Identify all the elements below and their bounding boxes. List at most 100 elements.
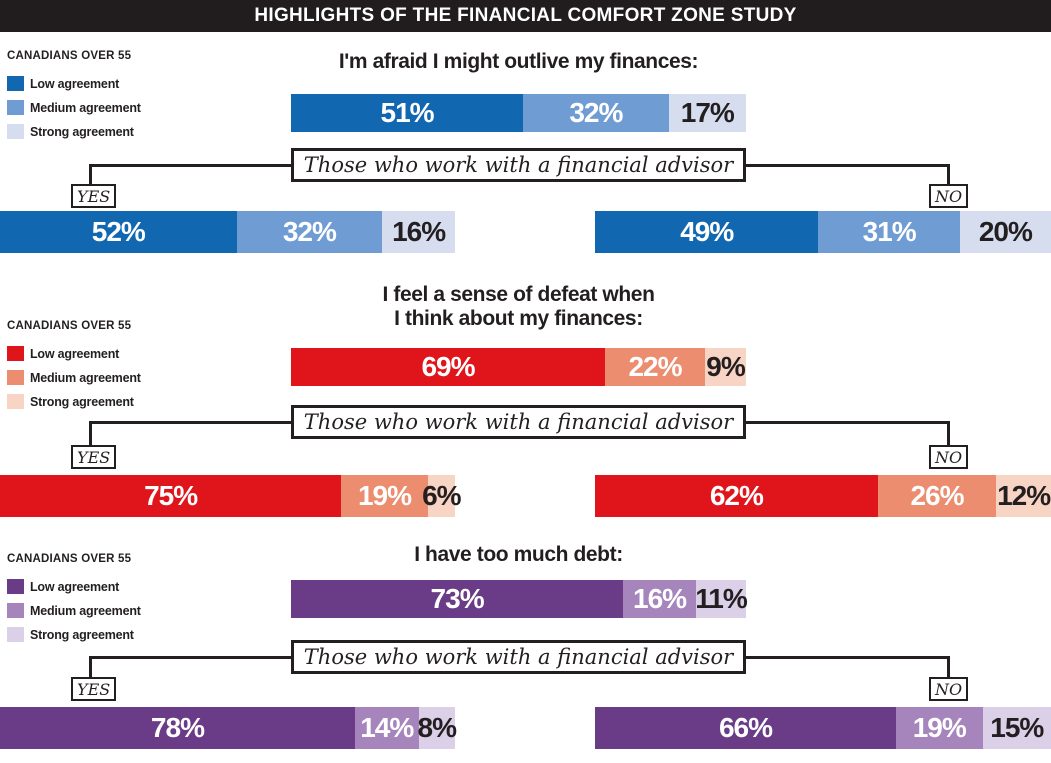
bar-segment-strong: 15% [982,707,1051,749]
segment-value: 14% [360,712,414,743]
legend: CANADIANS OVER 55 Low agreement Medium a… [7,320,217,409]
bar-segment-low: 51% [291,94,524,132]
header-bar: HIGHLIGHTS OF THE FINANCIAL COMFORT ZONE… [0,0,1051,32]
advisor-box: Those who work with a financial advisor [291,405,746,439]
bar-segment-medium: 22% [604,348,706,386]
advisor-label: Those who work with a financial advisor [303,410,734,434]
segment-value: 62% [709,480,764,511]
segment-value: 32% [282,216,337,247]
segment-value: 75% [144,480,198,511]
legend-swatch-strong-agreement [7,124,24,139]
legend-item-low: Low agreement [7,346,217,361]
advisor-label: Those who work with a financial advisor [303,153,734,177]
overall-bar: 73% 16% 11% [291,580,748,618]
legend-swatch-low-agreement [7,579,24,594]
segment-value: 19% [357,480,412,511]
connector-line-left [89,656,293,659]
segment-value: 52% [91,216,146,247]
segment-value: 12% [997,480,1051,511]
bar-segment-strong: 11% [695,580,748,618]
segment-value: 22% [628,351,682,382]
legend-item-medium: Medium agreement [7,370,217,385]
bar-segment-medium: 19% [341,475,428,517]
segment-value: 9% [706,351,745,382]
legend-label-medium-agreement: Medium agreement [30,100,141,115]
connector-drop-no [947,421,950,447]
bar-segment-low: 66% [595,707,896,749]
legend-swatch-strong-agreement [7,394,24,409]
bar-segment-medium: 32% [523,94,669,132]
legend-swatch-medium-agreement [7,370,24,385]
legend-label-low-agreement: Low agreement [30,76,120,91]
connector-line-right [744,164,950,167]
bar-segment-medium: 19% [895,707,983,749]
segment-value: 15% [990,712,1044,743]
connector-drop-yes [89,164,92,186]
connector-drop-yes [89,656,92,679]
question-title: I have too much debt: [414,543,623,566]
no-box: NO [929,184,969,208]
legend: CANADIANS OVER 55 Low agreement Medium a… [7,50,217,139]
no-box: NO [929,677,969,701]
bar-segment-strong: 20% [959,211,1051,253]
bar-segment-strong: 8% [417,707,457,749]
segment-value: 73% [430,583,485,614]
legend-label-low-agreement: Low agreement [30,346,120,361]
bar-segment-medium: 26% [877,475,997,517]
question-title: I feel a sense of defeat when I think ab… [382,283,655,330]
segment-value: 16% [392,216,446,247]
bar-segment-strong: 6% [422,475,462,517]
bar-segment-low: 62% [595,475,878,517]
no-bar: 62% 26% 12% [595,475,1051,517]
connector-line-left [89,164,293,167]
segment-value: 8% [417,712,457,743]
legend-swatch-strong-agreement [7,627,24,642]
legend-label-low-agreement: Low agreement [30,579,120,594]
connector-line-right [744,421,950,424]
segment-value: 78% [150,712,205,743]
question-title: I'm afraid I might outlive my finances: [338,50,699,73]
yes-bar: 52% 32% 16% [0,211,455,253]
advisor-box: Those who work with a financial advisor [291,640,746,674]
no-bar: 66% 19% 15% [595,707,1051,749]
legend-label-strong-agreement: Strong agreement [30,394,134,409]
legend-item-strong: Strong agreement [7,394,217,409]
segment-value: 17% [680,97,735,128]
segment-value: 6% [422,480,461,511]
legend-swatch-medium-agreement [7,603,24,618]
yes-bar: 75% 19% 6% [0,475,462,517]
overall-bar: 51% 32% 17% [291,94,746,132]
legend-label-strong-agreement: Strong agreement [30,627,134,642]
legend-item-medium: Medium agreement [7,100,217,115]
bar-segment-low: 49% [595,211,819,253]
legend-item-strong: Strong agreement [7,627,217,642]
segment-value: 26% [910,480,964,511]
segment-value: 20% [978,216,1033,247]
segment-value: 31% [862,216,917,247]
segment-value: 66% [718,712,773,743]
segment-value: 16% [633,583,687,614]
legend-item-low: Low agreement [7,76,217,91]
legend-label-strong-agreement: Strong agreement [30,124,134,139]
yes-box: YES [71,677,117,701]
yes-box: YES [71,184,117,208]
legend-item-low: Low agreement [7,579,217,594]
bar-segment-medium: 32% [236,211,383,253]
legend-swatch-medium-agreement [7,100,24,115]
legend-swatch-low-agreement [7,346,24,361]
yes-bar: 78% 14% 8% [0,707,457,749]
legend: CANADIANS OVER 55 Low agreement Medium a… [7,553,217,642]
legend-title: CANADIANS OVER 55 [7,50,132,62]
legend-swatch-low-agreement [7,76,24,91]
segment-value: 49% [680,216,734,247]
bar-segment-medium: 31% [818,211,960,253]
legend-item-medium: Medium agreement [7,603,217,618]
bar-segment-medium: 14% [354,707,419,749]
legend-label-medium-agreement: Medium agreement [30,603,141,618]
no-box: NO [929,445,969,469]
segment-value: 32% [569,97,623,128]
connector-drop-yes [89,421,92,447]
connector-drop-no [947,164,950,186]
bar-segment-low: 52% [0,211,237,253]
